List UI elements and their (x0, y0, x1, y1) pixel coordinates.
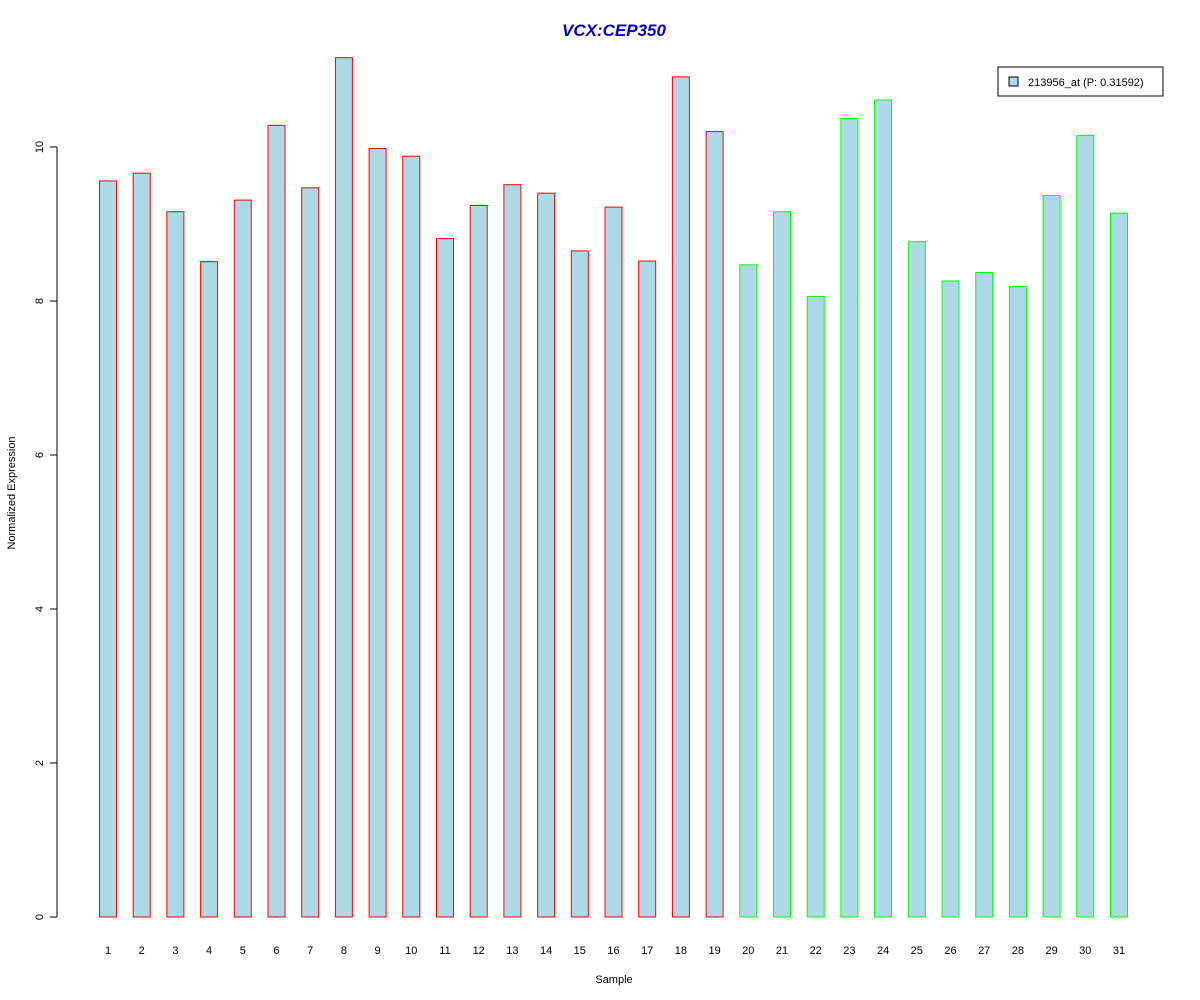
bar-2 (132, 172, 151, 918)
bar-7 (301, 187, 320, 918)
x-tick-label: 5 (240, 945, 246, 957)
y-tick-label: 4 (34, 606, 46, 612)
bar-25 (907, 241, 926, 918)
x-tick-labels: 1 2 3 4 5 6 7 8 9 10 11 12 13 14 15 16 17 18 19 20 21 22 23 24 2… (105, 945, 1125, 957)
x-tick-label: 17 (641, 945, 653, 957)
x-tick-label: 11 (439, 945, 450, 957)
legend-box (997, 66, 1164, 97)
bar-23 (840, 118, 859, 918)
bar-3 (166, 211, 185, 918)
x-tick-label: 10 (405, 945, 417, 957)
bar-19 (705, 131, 724, 918)
legend-swatch (1008, 76, 1019, 87)
bar-10 (402, 155, 421, 918)
y-axis-label: Normalized Expression (6, 436, 18, 549)
x-tick-label: 28 (1012, 945, 1024, 957)
bar-11 (436, 238, 454, 918)
y-tick-label: 8 (34, 298, 46, 304)
bars (99, 57, 1128, 918)
x-tick-label: 30 (1079, 945, 1091, 957)
x-tick-label: 27 (978, 945, 990, 957)
bar-24 (874, 99, 893, 918)
bar-1 (99, 180, 117, 918)
bar-26 (941, 280, 960, 918)
y-tick-label: 10 (34, 141, 46, 153)
x-tick-label: 18 (675, 945, 687, 957)
bar-20 (739, 264, 758, 918)
x-tick-label: 23 (843, 945, 855, 957)
bar-13 (503, 184, 522, 918)
y-tick-label: 0 (34, 914, 46, 920)
x-tick-label: 1 (105, 945, 111, 957)
chart-title: VCX:CEP350 (562, 21, 666, 40)
bar-31 (1110, 212, 1128, 918)
x-tick-label: 7 (307, 945, 313, 957)
legend-label: 213956_at (P: 0.31592) (1028, 77, 1144, 89)
x-tick-label: 14 (540, 945, 552, 957)
x-tick-label: 4 (206, 945, 212, 957)
bar-12 (469, 205, 488, 918)
y-axis: 0 2 4 6 8 10 (34, 141, 58, 920)
x-tick-label: 9 (375, 945, 381, 957)
bar-27 (975, 272, 994, 918)
bar-9 (368, 148, 387, 918)
x-tick-label: 2 (139, 945, 145, 957)
x-tick-label: 22 (810, 945, 822, 957)
legend: 213956_at (P: 0.31592) (997, 66, 1164, 97)
bar-8 (334, 57, 353, 918)
x-tick-label: 13 (506, 945, 518, 957)
bar-29 (1042, 195, 1061, 918)
y-tick-label: 2 (34, 760, 46, 766)
x-tick-label: 25 (911, 945, 923, 957)
x-tick-label: 26 (944, 945, 956, 957)
x-axis-label: Sample (595, 974, 632, 986)
x-tick-label: 29 (1045, 945, 1057, 957)
bar-21 (773, 211, 791, 918)
x-tick-label: 8 (341, 945, 347, 957)
x-tick-label: 3 (172, 945, 178, 957)
x-tick-label: 6 (273, 945, 279, 957)
x-tick-label: 20 (742, 945, 754, 957)
bar-14 (537, 192, 556, 918)
x-tick-label: 16 (607, 945, 619, 957)
x-tick-label: 15 (574, 945, 586, 957)
x-tick-label: 21 (776, 945, 788, 957)
y-tick-label: 6 (34, 452, 46, 458)
bar-30 (1076, 134, 1095, 918)
bar-16 (604, 206, 623, 918)
x-tick-label: 24 (877, 945, 889, 957)
bar-17 (638, 260, 657, 918)
x-tick-label: 19 (708, 945, 720, 957)
x-tick-label: 31 (1113, 945, 1125, 957)
bar-22 (806, 295, 825, 918)
bar-15 (570, 250, 589, 918)
x-tick-label: 12 (473, 945, 485, 957)
bar-4 (200, 261, 219, 918)
bar-6 (267, 124, 286, 918)
bar-5 (233, 199, 252, 918)
bar-18 (671, 76, 690, 918)
bar-28 (1008, 285, 1027, 918)
